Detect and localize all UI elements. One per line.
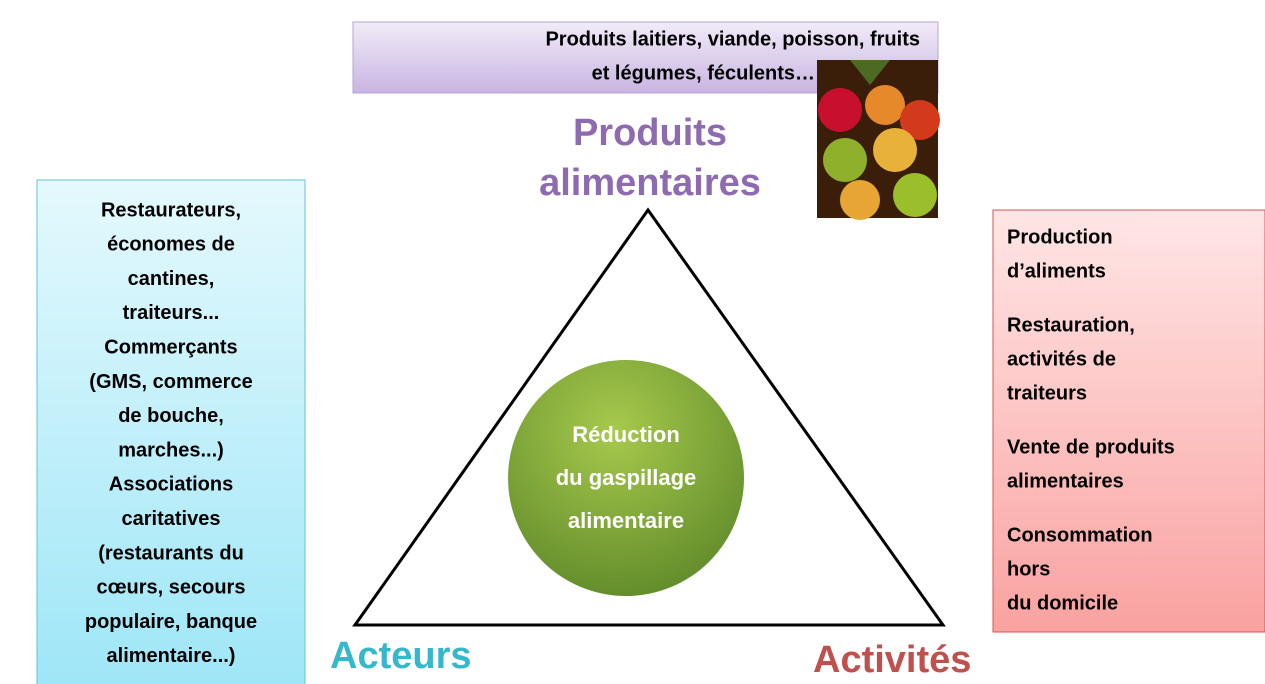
diagram: Acteurs Activités Produits laitiers, via…: [0, 0, 1265, 684]
right-box-line: Vente de produits: [1007, 436, 1175, 458]
right-box-line: Restauration,: [1007, 314, 1135, 336]
fruit-image: [817, 60, 940, 220]
top-label-line: Produits: [573, 112, 727, 154]
left-box-line: Commerçants: [104, 336, 237, 358]
center-line: Réduction: [572, 422, 680, 447]
left-box-line: caritatives: [122, 508, 221, 530]
left-box-line: Associations: [109, 474, 233, 496]
top-box-line: et légumes, féculents…: [592, 62, 815, 84]
left-box-line: traiteurs...: [123, 302, 220, 324]
left-box-line: cantines,: [128, 268, 215, 290]
center-line: alimentaire: [568, 508, 684, 533]
left-box-line: économes de: [107, 234, 235, 256]
left-box-line: marches...): [118, 439, 224, 461]
left-box-line: (restaurants du: [98, 542, 244, 564]
left-box-line: (GMS, commerce: [89, 371, 252, 393]
center-line: du gaspillage: [556, 465, 697, 490]
left-box-line: de bouche,: [118, 405, 224, 427]
left-box-line: populaire, banque: [85, 611, 257, 633]
left-box-line: Restaurateurs,: [101, 199, 241, 221]
right-box-line: d’aliments: [1007, 260, 1106, 282]
right-box-line: Production: [1007, 226, 1113, 248]
activites-label: Activités: [813, 639, 971, 681]
left-box-line: cœurs, secours: [97, 577, 246, 599]
left-box: [37, 180, 305, 684]
top-label-line: alimentaires: [539, 162, 761, 204]
right-box-line: hors: [1007, 558, 1050, 580]
right-box-line: activités de: [1007, 348, 1116, 370]
right-box-line: Consommation: [1007, 524, 1153, 546]
right-box-line: alimentaires: [1007, 470, 1124, 492]
top-box-line: Produits laitiers, viande, poisson, frui…: [545, 28, 920, 50]
right-box-line: traiteurs: [1007, 382, 1087, 404]
right-box-line: du domicile: [1007, 592, 1118, 614]
acteurs-label: Acteurs: [330, 635, 472, 677]
left-box-line: alimentaire...): [107, 645, 236, 667]
